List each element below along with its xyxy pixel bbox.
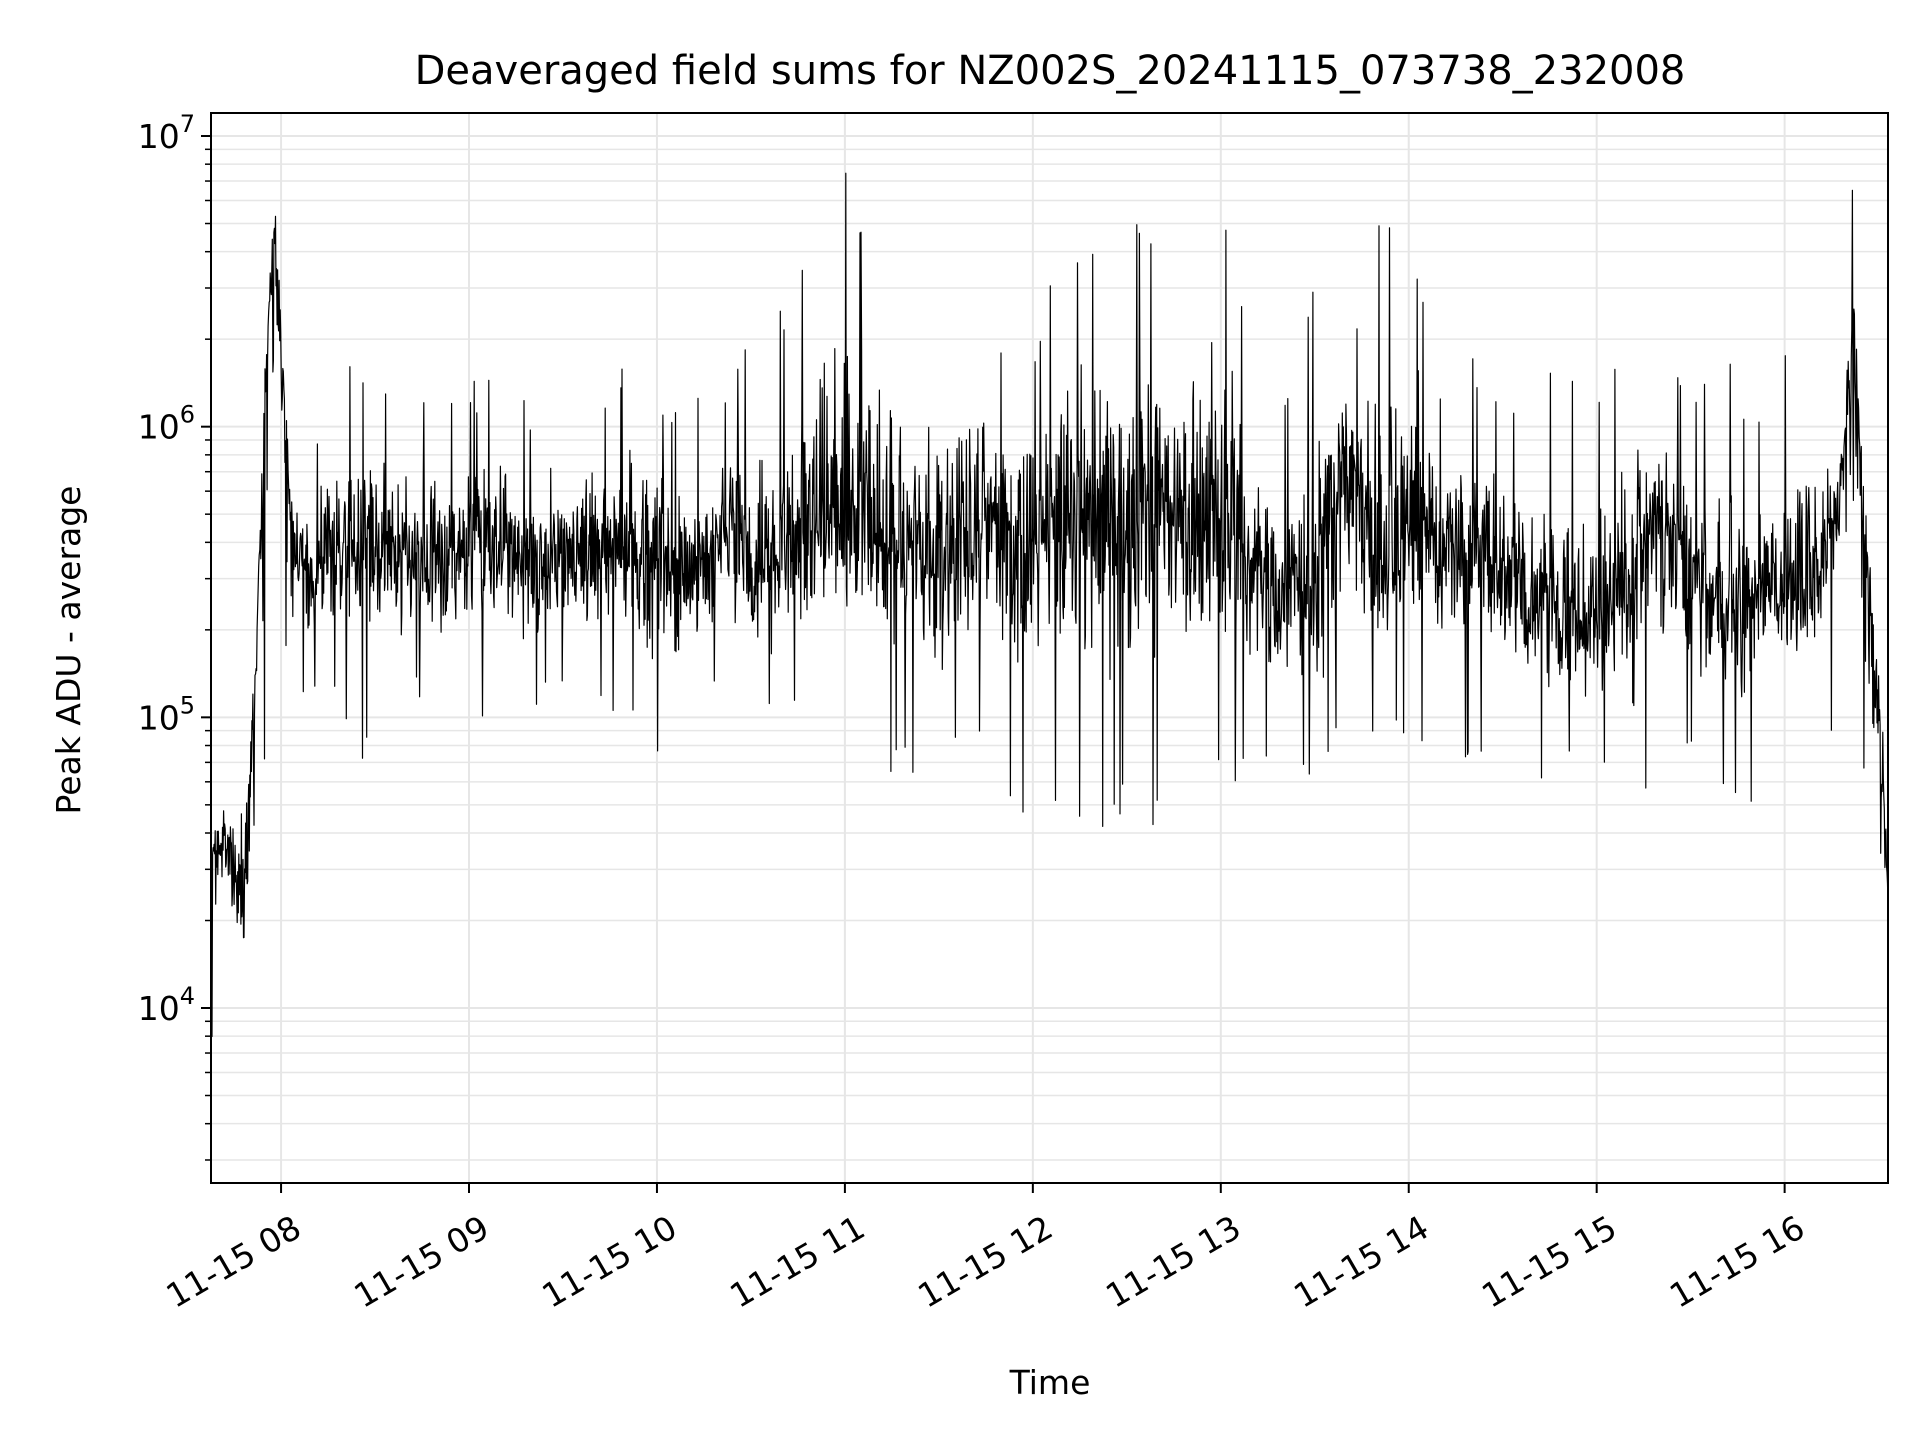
y-tick-label: 106 [138, 401, 195, 447]
y-axis-label: Peak ADU - average [49, 486, 88, 815]
x-axis-label: Time [1009, 1363, 1091, 1402]
plot-frame [210, 112, 1889, 1184]
y-tick-label: 105 [138, 691, 195, 737]
y-tick-label: 104 [138, 982, 195, 1028]
plot-data [210, 172, 1889, 1038]
series-line [210, 172, 1889, 1038]
y-tick-label: 107 [138, 110, 195, 156]
chart-title: Deaveraged field sums for NZ002S_2024111… [415, 48, 1686, 94]
y-axis-ticks: 104 105 106 107 [138, 110, 211, 1161]
